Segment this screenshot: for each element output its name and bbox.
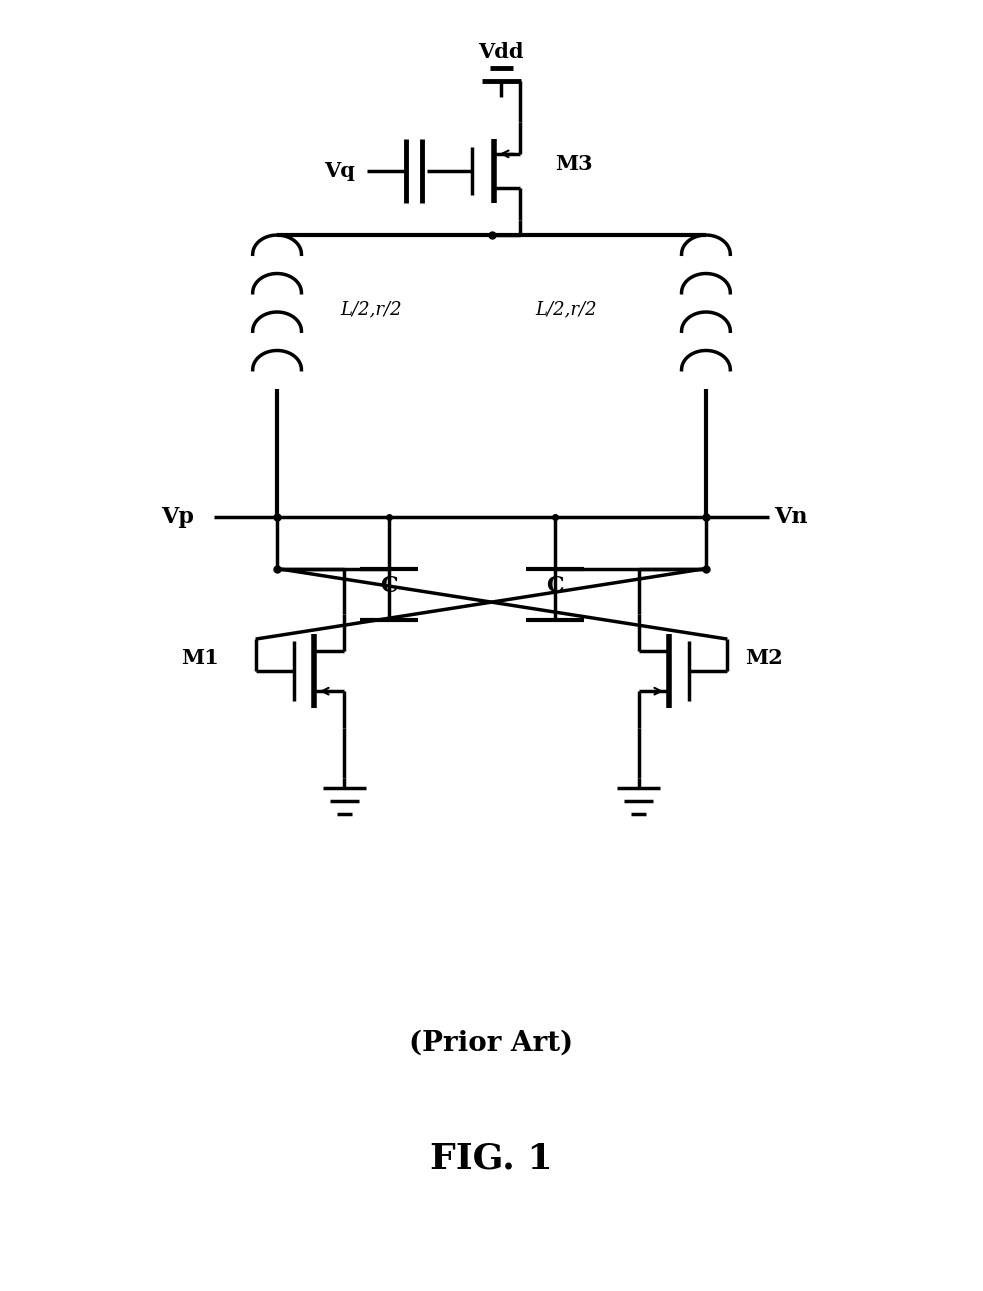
Text: FIG. 1: FIG. 1 bbox=[431, 1141, 552, 1176]
Text: Vn: Vn bbox=[775, 506, 808, 528]
Text: M2: M2 bbox=[745, 648, 782, 669]
Text: Vdd: Vdd bbox=[479, 41, 524, 62]
Text: Vq: Vq bbox=[324, 161, 355, 181]
Text: M3: M3 bbox=[554, 155, 593, 174]
Text: L/2,r/2: L/2,r/2 bbox=[536, 301, 597, 319]
Text: (Prior Art): (Prior Art) bbox=[410, 1030, 573, 1056]
Text: C: C bbox=[546, 574, 563, 596]
Text: C: C bbox=[380, 574, 398, 596]
Text: Vp: Vp bbox=[161, 506, 195, 528]
Text: L/2,r/2: L/2,r/2 bbox=[340, 301, 402, 319]
Text: M1: M1 bbox=[181, 648, 218, 669]
